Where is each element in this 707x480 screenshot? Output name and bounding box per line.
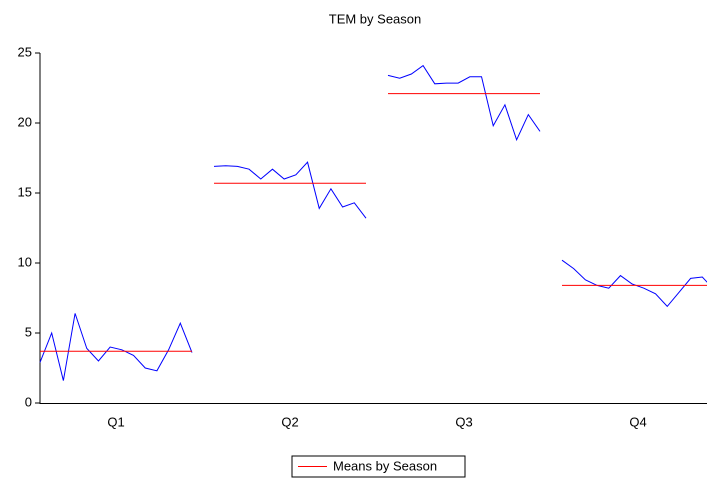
- y-tick-label: 25: [18, 44, 32, 59]
- season-line: [39, 313, 193, 381]
- x-tick-label: Q3: [455, 414, 472, 429]
- legend-label: Means by Season: [333, 458, 437, 473]
- legend: [291, 455, 466, 478]
- season-line: [561, 259, 707, 308]
- y-tick-label: 5: [25, 324, 32, 339]
- y-tick-label: 10: [18, 254, 32, 269]
- x-tick-label: Q1: [107, 414, 124, 429]
- x-tick-label: Q2: [281, 414, 298, 429]
- y-tick-label: 15: [18, 184, 32, 199]
- y-tick-label: 20: [18, 114, 32, 129]
- y-tick-label: 0: [25, 394, 32, 409]
- season-line: [213, 161, 367, 219]
- season-line: [387, 64, 541, 142]
- chart-title: TEM by Season: [329, 11, 422, 26]
- x-tick-label: Q4: [629, 414, 646, 429]
